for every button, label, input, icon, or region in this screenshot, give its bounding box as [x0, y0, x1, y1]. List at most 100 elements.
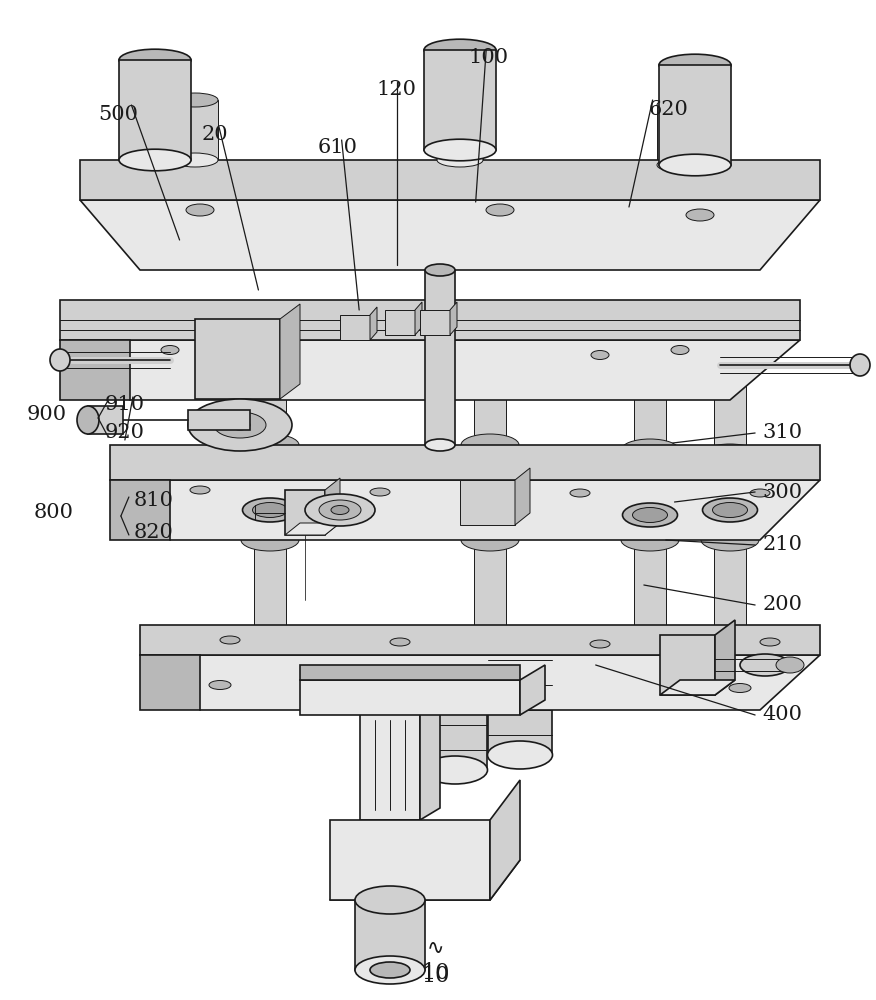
Ellipse shape	[714, 344, 746, 356]
Polygon shape	[657, 105, 703, 165]
Ellipse shape	[712, 502, 747, 518]
Text: 620: 620	[648, 100, 689, 119]
Ellipse shape	[220, 636, 240, 644]
Polygon shape	[425, 270, 455, 445]
Polygon shape	[490, 780, 520, 900]
Polygon shape	[450, 302, 457, 335]
Polygon shape	[385, 310, 415, 335]
Text: 400: 400	[762, 706, 802, 724]
Text: 100: 100	[469, 48, 509, 67]
Text: 800: 800	[33, 504, 74, 522]
Ellipse shape	[474, 439, 506, 451]
Ellipse shape	[390, 638, 410, 646]
Ellipse shape	[252, 502, 287, 518]
Polygon shape	[188, 410, 250, 430]
Ellipse shape	[634, 664, 666, 676]
Ellipse shape	[714, 449, 746, 461]
Polygon shape	[172, 100, 218, 160]
Polygon shape	[330, 820, 490, 900]
Ellipse shape	[370, 962, 410, 978]
Ellipse shape	[50, 349, 70, 371]
Ellipse shape	[740, 654, 790, 676]
Ellipse shape	[850, 354, 870, 376]
Text: 120: 120	[377, 80, 417, 99]
Ellipse shape	[632, 508, 668, 522]
Polygon shape	[80, 160, 820, 200]
Polygon shape	[80, 200, 820, 270]
Ellipse shape	[591, 351, 609, 360]
Ellipse shape	[634, 534, 666, 546]
Ellipse shape	[623, 503, 677, 527]
Polygon shape	[285, 523, 340, 535]
Ellipse shape	[209, 680, 231, 690]
Ellipse shape	[437, 153, 483, 167]
Polygon shape	[110, 480, 170, 540]
Ellipse shape	[686, 209, 714, 221]
Text: 810: 810	[133, 490, 173, 510]
Polygon shape	[110, 480, 820, 540]
Ellipse shape	[474, 534, 506, 546]
Ellipse shape	[776, 657, 804, 673]
Ellipse shape	[486, 204, 514, 216]
Ellipse shape	[634, 339, 666, 351]
Ellipse shape	[425, 439, 455, 451]
Polygon shape	[60, 340, 800, 400]
Ellipse shape	[77, 406, 99, 434]
Text: ∿: ∿	[427, 938, 445, 958]
Ellipse shape	[621, 439, 679, 461]
Ellipse shape	[241, 329, 299, 351]
Polygon shape	[460, 480, 515, 525]
Ellipse shape	[186, 204, 214, 216]
Polygon shape	[659, 65, 731, 165]
Polygon shape	[420, 698, 440, 820]
Text: 310: 310	[762, 424, 802, 442]
Ellipse shape	[474, 334, 506, 346]
Ellipse shape	[119, 49, 191, 71]
Polygon shape	[300, 665, 520, 680]
Ellipse shape	[659, 54, 731, 76]
Ellipse shape	[701, 444, 759, 466]
Ellipse shape	[331, 506, 349, 514]
Ellipse shape	[621, 529, 679, 551]
Text: 900: 900	[26, 406, 67, 424]
Polygon shape	[515, 468, 530, 525]
Polygon shape	[488, 655, 552, 755]
Polygon shape	[330, 860, 520, 900]
Ellipse shape	[472, 502, 507, 518]
Ellipse shape	[714, 674, 746, 686]
Ellipse shape	[461, 529, 519, 551]
Text: 920: 920	[105, 422, 145, 442]
Ellipse shape	[760, 638, 780, 646]
Ellipse shape	[370, 488, 390, 496]
Ellipse shape	[254, 334, 286, 346]
Polygon shape	[325, 478, 340, 535]
Ellipse shape	[424, 139, 496, 161]
Ellipse shape	[172, 153, 218, 167]
Ellipse shape	[621, 334, 679, 356]
Ellipse shape	[659, 154, 731, 176]
Ellipse shape	[161, 346, 179, 355]
Polygon shape	[360, 710, 420, 820]
Polygon shape	[140, 655, 200, 710]
Ellipse shape	[355, 886, 425, 914]
Ellipse shape	[657, 98, 703, 112]
Polygon shape	[140, 625, 820, 655]
Ellipse shape	[488, 741, 553, 769]
Text: 820: 820	[133, 522, 173, 542]
Text: 20: 20	[201, 125, 228, 144]
Ellipse shape	[230, 420, 250, 430]
Polygon shape	[660, 635, 715, 695]
Ellipse shape	[254, 439, 286, 451]
Polygon shape	[420, 310, 450, 335]
Ellipse shape	[461, 434, 519, 456]
Polygon shape	[423, 660, 487, 770]
Text: 500: 500	[98, 105, 138, 124]
Polygon shape	[660, 680, 735, 695]
Ellipse shape	[488, 641, 553, 669]
Ellipse shape	[461, 329, 519, 351]
Ellipse shape	[714, 534, 746, 546]
Polygon shape	[715, 620, 735, 695]
Polygon shape	[634, 345, 666, 450]
Ellipse shape	[243, 498, 298, 522]
Polygon shape	[280, 304, 300, 399]
